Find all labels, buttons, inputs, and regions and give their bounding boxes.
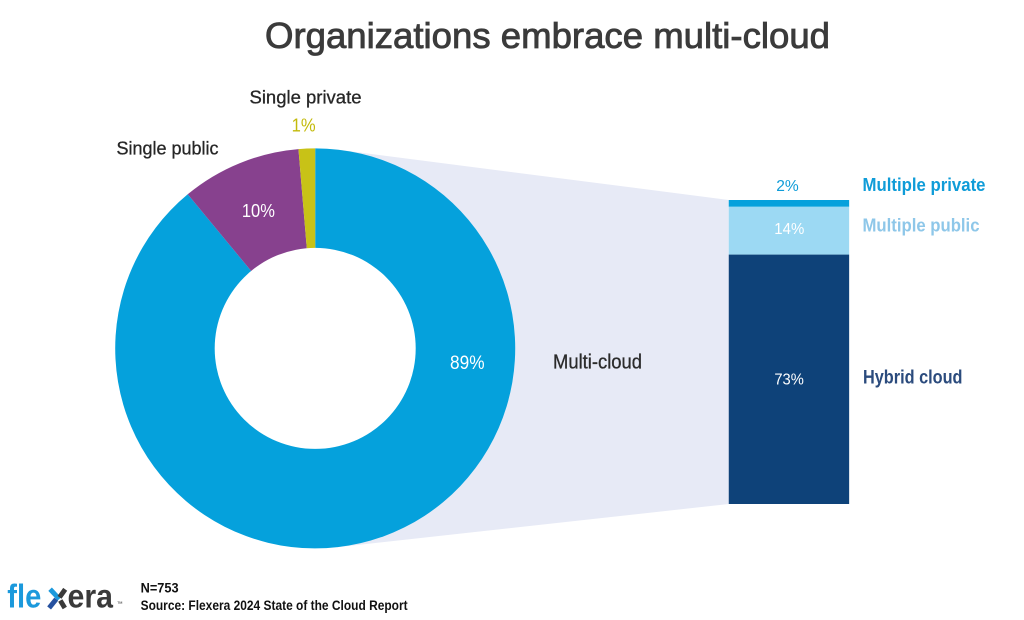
svg-text:1%: 1% [292, 114, 316, 135]
svg-text:14%: 14% [774, 221, 804, 238]
svg-text:™: ™ [117, 601, 123, 608]
svg-text:fle: fle [7, 578, 41, 615]
svg-text:Single public: Single public [117, 138, 219, 159]
svg-text:Multiple public: Multiple public [863, 214, 980, 235]
svg-text:10%: 10% [242, 201, 275, 221]
svg-text:Source: Flexera 2024 State of: Source: Flexera 2024 State of the Cloud … [141, 598, 408, 613]
svg-text:Single private: Single private [250, 86, 362, 107]
svg-text:Hybrid cloud: Hybrid cloud [863, 367, 963, 388]
svg-text:Multi-cloud: Multi-cloud [553, 351, 642, 373]
svg-text:2%: 2% [776, 178, 799, 195]
svg-text:N=753: N=753 [141, 580, 179, 595]
svg-text:89%: 89% [450, 353, 485, 374]
svg-text:73%: 73% [774, 372, 804, 389]
svg-text:Organizations embrace multi-cl: Organizations embrace multi-cloud [265, 15, 830, 56]
svg-text:Multiple private: Multiple private [863, 174, 986, 195]
svg-text:era: era [68, 578, 114, 615]
